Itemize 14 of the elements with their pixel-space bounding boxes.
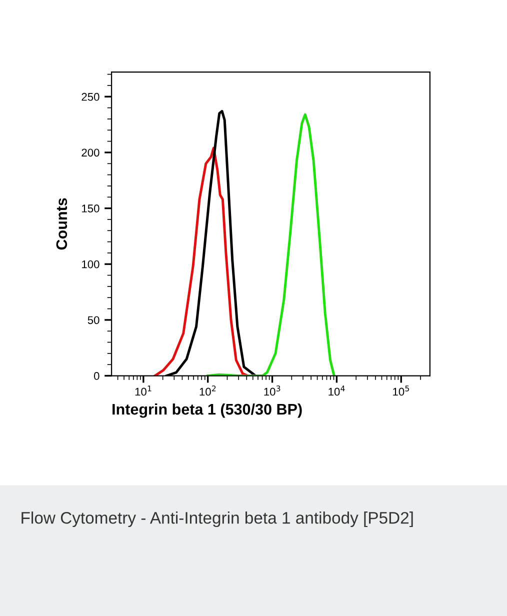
y-tick-label: 250	[82, 92, 100, 101]
y-tick-label: 200	[82, 148, 100, 157]
text: Flow Cytometry - Anti-Integrin beta 1 antibody [P5D2]	[22, 512, 413, 528]
x-axis-title: Integrin beta 1 (530/30 BP)	[112, 403, 302, 418]
y-tick-label: 150	[82, 204, 100, 212]
y-axis-title: Counts	[56, 198, 68, 250]
x-tick-label: 10$^{1}$	[135, 386, 152, 396]
x-tick-label: 10$^{4}$	[328, 386, 345, 396]
x-tick-label: 10$^{2}$	[200, 386, 216, 396]
x-tick-label: 10$^{5}$	[393, 386, 409, 396]
y-tick-label: 0	[94, 372, 100, 380]
y-tick-label: 100	[82, 260, 100, 268]
y-tick-label: 50	[88, 316, 100, 324]
x-tick-label: 10$^{3}$	[264, 386, 280, 396]
